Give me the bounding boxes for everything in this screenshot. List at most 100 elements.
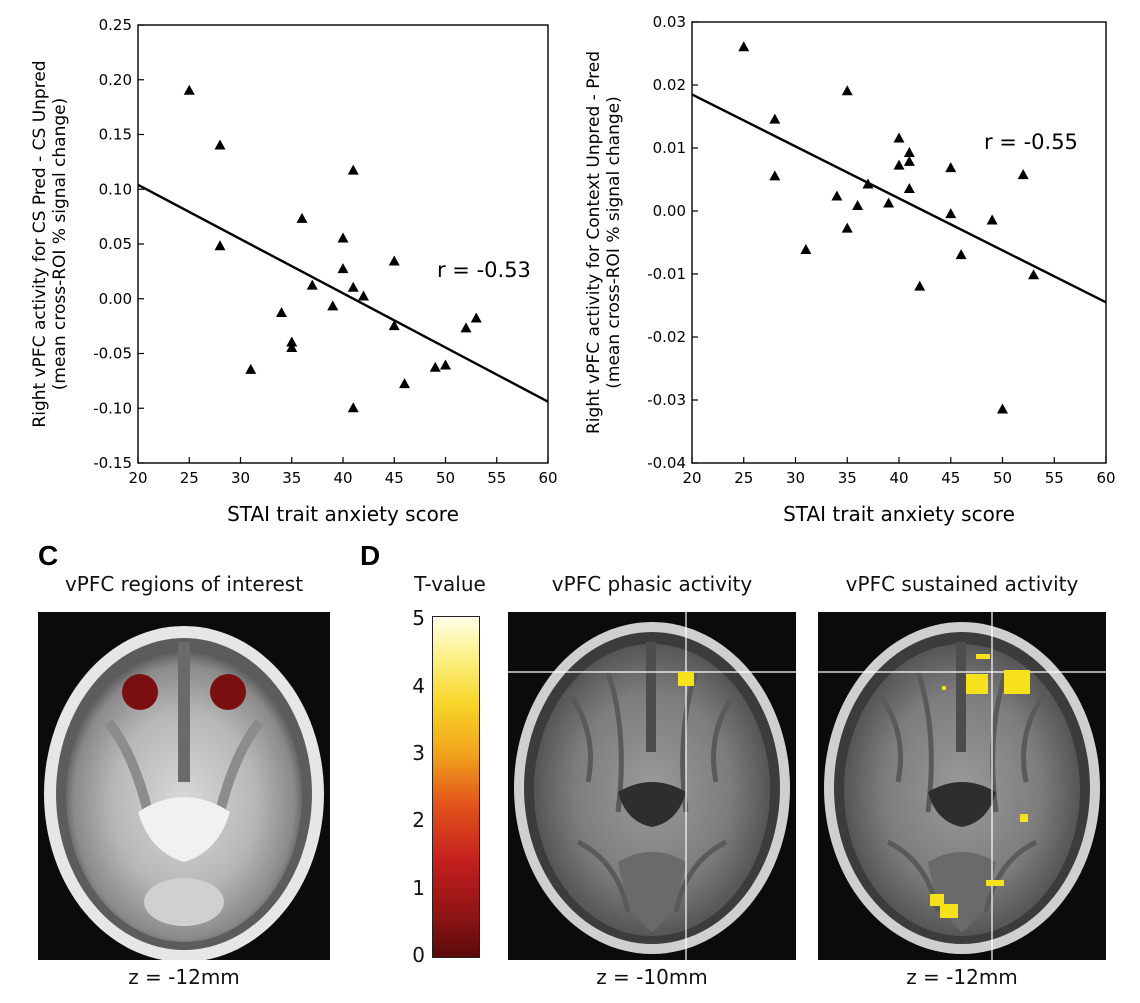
chart-0-y-tick-label: -0.15 — [93, 454, 132, 472]
chart-1-data-point — [841, 85, 853, 96]
chart-0-x-tick-label: 20 — [128, 469, 147, 487]
chart-1-data-point — [945, 208, 957, 219]
colorbar-tick-2: 2 — [412, 808, 425, 832]
chart-1-data-point — [903, 147, 915, 158]
chart-1-data-point — [1028, 269, 1040, 280]
chart-0-data-point — [358, 290, 369, 301]
chart-0-data-point — [440, 359, 451, 370]
chart-0-x-tick-label: 30 — [231, 469, 250, 487]
chart-1-y-axis-label-2: (mean cross-ROI % signal change) — [604, 96, 624, 389]
chart-0-data-point — [245, 363, 257, 374]
chart-1-y-axis-label: Right vPFC activity for Context Unpred -… — [584, 51, 604, 434]
chart-0-data-point — [276, 306, 287, 317]
colorbar-title: T-value — [414, 572, 486, 596]
sustained-brain-image — [818, 612, 1106, 960]
chart-0-data-point — [286, 342, 298, 353]
sustained-caption: z = -12mm — [906, 965, 1018, 989]
chart-1-regression-line — [691, 93, 1107, 304]
chart-0-data-point — [399, 378, 410, 389]
chart-0-data-point — [183, 84, 195, 95]
chart-1-y-tick-label: -0.03 — [647, 391, 686, 409]
chart-1-y-tick-label: 0.00 — [653, 202, 686, 220]
t-value-colorbar — [432, 616, 480, 958]
chart-0-x-tick-label: 40 — [333, 469, 352, 487]
chart-1-axes-frame — [691, 21, 1107, 464]
chart-1-data-point — [914, 280, 926, 291]
chart-0-y-tick-label: -0.10 — [93, 399, 132, 417]
chart-0-y-tick-label: 0.25 — [99, 16, 132, 34]
chart-0-data-point — [460, 322, 472, 333]
chart-1-x-tick-label: 30 — [786, 469, 805, 487]
colorbar-tick-1: 1 — [412, 876, 425, 900]
chart-0-x-tick-label: 35 — [282, 469, 301, 487]
roi-brain-image — [44, 626, 324, 960]
chart-1-data-point — [997, 403, 1008, 414]
chart-1-y-tick-label: -0.01 — [647, 265, 686, 283]
chart-1-y-tick-label: -0.04 — [647, 454, 686, 472]
chart-0-data-point — [337, 232, 349, 243]
chart-0-x-tick-label: 60 — [538, 469, 557, 487]
chart-1-y-tick-label: 0.03 — [653, 13, 686, 31]
chart-1-data-point — [955, 249, 967, 260]
chart-0-data-point — [214, 139, 226, 150]
chart-1-y-tick-label: -0.02 — [647, 328, 686, 346]
chart-1-data-point — [862, 178, 874, 189]
chart-1-data-point — [986, 214, 998, 225]
phasic-title: vPFC phasic activity — [551, 572, 753, 596]
chart-0-x-tick-label: 55 — [487, 469, 506, 487]
chart-1-correlation-annotation: r = -0.55 — [984, 130, 1078, 154]
chart-1-data-point — [945, 162, 957, 173]
chart-0-y-tick-label: 0.20 — [99, 71, 132, 89]
scatter-plot-left: 20 25 30 35 40 45 50 55 60 -0.15 -0.10 -0.05 0.00 0.0… — [30, 16, 558, 526]
chart-1-data-point — [1017, 169, 1029, 180]
chart-0-y-tick-label: 0.00 — [99, 290, 132, 308]
chart-0-data-point — [347, 402, 359, 413]
chart-0-data-point — [388, 255, 400, 266]
chart-1-data-point — [893, 159, 905, 170]
phasic-caption: z = -10mm — [596, 965, 708, 989]
chart-1-x-tick-label: 35 — [838, 469, 857, 487]
chart-1-data-point — [831, 190, 843, 201]
chart-0-y-tick-label: 0.05 — [99, 235, 132, 253]
chart-0-x-tick-label: 50 — [436, 469, 455, 487]
chart-1-x-tick-label: 40 — [889, 469, 908, 487]
roi-right — [210, 674, 246, 710]
chart-0-data-point — [470, 312, 482, 323]
roi-left — [122, 674, 158, 710]
chart-0-axes-frame — [137, 24, 549, 464]
panel-d-label: D — [360, 540, 381, 571]
chart-1-data-point — [903, 182, 915, 193]
colorbar-tick-0: 0 — [412, 943, 425, 967]
colorbar-tick-5: 5 — [412, 606, 425, 630]
scatter-plot-right: 20 25 30 35 40 45 50 55 60 -0.04 -0.03 -0.02 -0.01 0.… — [584, 13, 1116, 526]
chart-1-x-tick-label: 55 — [1045, 469, 1064, 487]
chart-1-data-point — [800, 244, 812, 255]
chart-1-x-tick-label: 25 — [734, 469, 753, 487]
chart-1-x-axis-label: STAI trait anxiety score — [783, 502, 1015, 526]
sustained-activation-clusters — [930, 654, 1030, 918]
chart-1-x-tick-label: 50 — [993, 469, 1012, 487]
chart-1-data-point — [738, 41, 750, 52]
phasic-brain-slice — [508, 612, 796, 960]
chart-0-y-tick-label: -0.05 — [93, 345, 132, 363]
chart-0-correlation-annotation: r = -0.53 — [437, 258, 531, 282]
chart-1-y-tick-label: 0.01 — [653, 139, 686, 157]
sustained-title: vPFC sustained activity — [845, 572, 1079, 596]
chart-1-x-tick-label: 45 — [941, 469, 960, 487]
chart-0-y-tick-label: 0.15 — [99, 126, 132, 144]
chart-1-data-point — [883, 197, 895, 208]
chart-1-data-point — [903, 155, 915, 166]
panel-c-title: vPFC regions of interest — [64, 572, 304, 596]
colorbar-tick-4: 4 — [412, 674, 425, 698]
chart-0-data-point — [286, 336, 298, 347]
chart-0-y-tick-label: 0.10 — [99, 180, 132, 198]
chart-1-data-point — [841, 222, 853, 233]
chart-1-y-tick-label: 0.02 — [653, 76, 686, 94]
chart-0-regression-line — [137, 183, 549, 403]
panel-c-caption: z = -12mm — [128, 965, 240, 989]
chart-0-y-axis-label: Right vPFC activity for CS Pred - CS Unp… — [30, 60, 50, 427]
chart-0-data-point — [296, 212, 308, 223]
phasic-brain-image — [508, 612, 796, 960]
chart-0-data-point — [327, 300, 339, 311]
chart-0-x-tick-label: 25 — [180, 469, 199, 487]
